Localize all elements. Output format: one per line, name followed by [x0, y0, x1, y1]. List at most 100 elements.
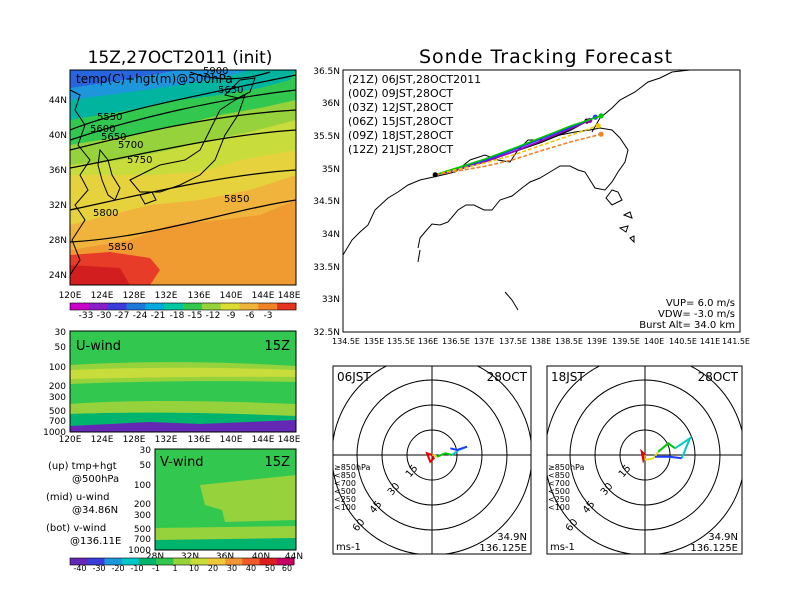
- colorbar-swatch: [258, 303, 278, 310]
- lat-label: 32.5N: [313, 328, 340, 338]
- temp-colorbar: [69, 302, 297, 311]
- uwind-x-labels: 120E 124E 128E 132E 136E 140E 144E 148E: [59, 435, 301, 445]
- lon-label: 137.5E: [499, 337, 527, 346]
- hodograph-segment: [425, 451, 435, 464]
- hodograph-segment: [657, 442, 676, 453]
- colorbar-outline: [69, 302, 297, 311]
- track-legend-item: (06Z) 15JST,28OCT: [348, 115, 453, 128]
- lat-label: 36N: [322, 99, 340, 109]
- pressure-label: 30: [140, 446, 152, 456]
- hodo1-trace: [425, 445, 468, 464]
- colorbar-swatch: [276, 558, 295, 565]
- temp-colorbar-labels: -33 -30 -27 -24 -21 -18 -15 -12 -9 -6 -3: [79, 311, 273, 321]
- burst-point: [598, 113, 604, 119]
- lon-label: 137E: [474, 337, 494, 346]
- lat-label: 28N: [49, 236, 67, 246]
- colorbar-swatch: [145, 303, 165, 310]
- lon-label: 144E: [252, 435, 275, 445]
- colorbar-label: -1: [152, 564, 160, 573]
- colorbar-swatch: [190, 558, 209, 565]
- lat-label: 36N: [216, 552, 234, 562]
- colorbar-swatch: [220, 303, 240, 310]
- colorbar-label: -15: [188, 311, 203, 321]
- contour-label: 5900: [203, 66, 228, 77]
- pressure-label: 1000: [128, 546, 151, 556]
- lat-label: 36.5N: [313, 67, 340, 77]
- track-legend-item: (12Z) 21JST,28OCT: [348, 143, 453, 156]
- hodograph-segment: [436, 452, 453, 458]
- lon-label: 134.5E: [332, 337, 360, 346]
- vwind-x-labels: 28N 32N 36N 40N 44N: [146, 552, 303, 562]
- colorbar-swatch: [156, 558, 174, 565]
- lon-label: 128E: [123, 435, 146, 445]
- lat-label: 24N: [49, 271, 67, 281]
- lat-label: 36N: [49, 166, 67, 176]
- vdw-value: VDW= -3.0 m/s: [658, 309, 735, 320]
- pressure-label: 700: [134, 535, 151, 545]
- map-frame: [69, 69, 297, 286]
- lon-label: 135E: [364, 337, 384, 346]
- lon-label: 136E: [418, 337, 438, 346]
- colorbar-label: 30: [227, 564, 237, 573]
- pressure-label: 300: [49, 393, 66, 403]
- map-lat-labels: 44N 40N 36N 32N 28N 24N: [49, 96, 67, 281]
- hodo1-lat: 34.9N: [497, 532, 527, 543]
- hodograph-segment: [655, 455, 682, 460]
- pressure-label: 100: [134, 481, 151, 491]
- colorbar-label: -18: [170, 311, 185, 321]
- burst-point: [598, 131, 604, 137]
- vwind-y-labels: 30 50 100 200 300 500 700 1000: [128, 446, 151, 556]
- colorbar-swatch: [88, 303, 109, 310]
- colorbar-swatch: [242, 558, 261, 565]
- level-label: <850: [548, 471, 570, 480]
- contour-labels: 5550 5600 5650 5650 5700 5750 5800 5850 …: [90, 66, 249, 253]
- contour-label: 5600: [90, 124, 115, 135]
- colorbar-swatch: [121, 558, 140, 565]
- lat-label: 40N: [252, 552, 270, 562]
- colorbar-swatch: [201, 303, 222, 310]
- uwind-time: 15Z: [265, 339, 291, 354]
- colorbar-label: 20: [208, 564, 218, 573]
- lat-label: 40N: [49, 131, 67, 141]
- lat-label: 33N: [322, 295, 340, 305]
- pressure-label: 50: [140, 461, 152, 471]
- level-label: <250: [548, 495, 570, 504]
- level-label: <500: [548, 487, 570, 496]
- lat-label: 44N: [49, 96, 67, 106]
- hodo2-lat: 34.9N: [708, 532, 738, 543]
- hodo1-lon: 136.125E: [479, 543, 527, 554]
- lon-label: 132E: [155, 435, 178, 445]
- vwind-field: [155, 449, 296, 550]
- hodo1-date: 28OCT: [487, 370, 528, 384]
- hodo2-date: 28OCT: [698, 370, 739, 384]
- pressure-label: 500: [134, 525, 151, 535]
- colorbar-label: 50: [265, 564, 275, 573]
- map-contours: [70, 71, 296, 243]
- colorbar-swatch: [87, 558, 105, 565]
- lon-label: 138.5E: [555, 337, 583, 346]
- lat-label: 44N: [285, 552, 303, 562]
- legend-up: (up) tmp+hgt: [48, 461, 117, 472]
- colorbar-swatch: [70, 303, 90, 310]
- colorbar-swatch: [70, 558, 88, 565]
- hodo2-trace: [640, 435, 693, 464]
- hodo2-time: 18JST: [551, 370, 585, 384]
- lon-label: 139.5E: [612, 337, 640, 346]
- lon-label: 120E: [59, 435, 82, 445]
- pressure-label: 50: [55, 343, 67, 353]
- lon-label: 135.5E: [387, 337, 415, 346]
- track-legend-item: (09Z) 18JST,28OCT: [348, 129, 453, 142]
- colorbar-label: 40: [246, 564, 256, 573]
- lat-label: 32N: [181, 552, 199, 562]
- map-lon-labels: 120E 124E 128E 132E 136E 140E 144E 148E: [59, 291, 301, 301]
- contour-label: 5700: [118, 140, 143, 151]
- lat-label: 32N: [49, 201, 67, 211]
- level-label: <850: [334, 471, 356, 480]
- lon-label: 144E: [252, 291, 275, 301]
- colorbar-label: -6: [246, 311, 255, 321]
- uwind-title: U-wind: [76, 339, 121, 354]
- lon-label: 148E: [278, 291, 301, 301]
- legend-bot2: @136.11E: [70, 536, 121, 547]
- level-label: ≥850hPa: [334, 463, 371, 472]
- level-label: ≥850hPa: [548, 463, 585, 472]
